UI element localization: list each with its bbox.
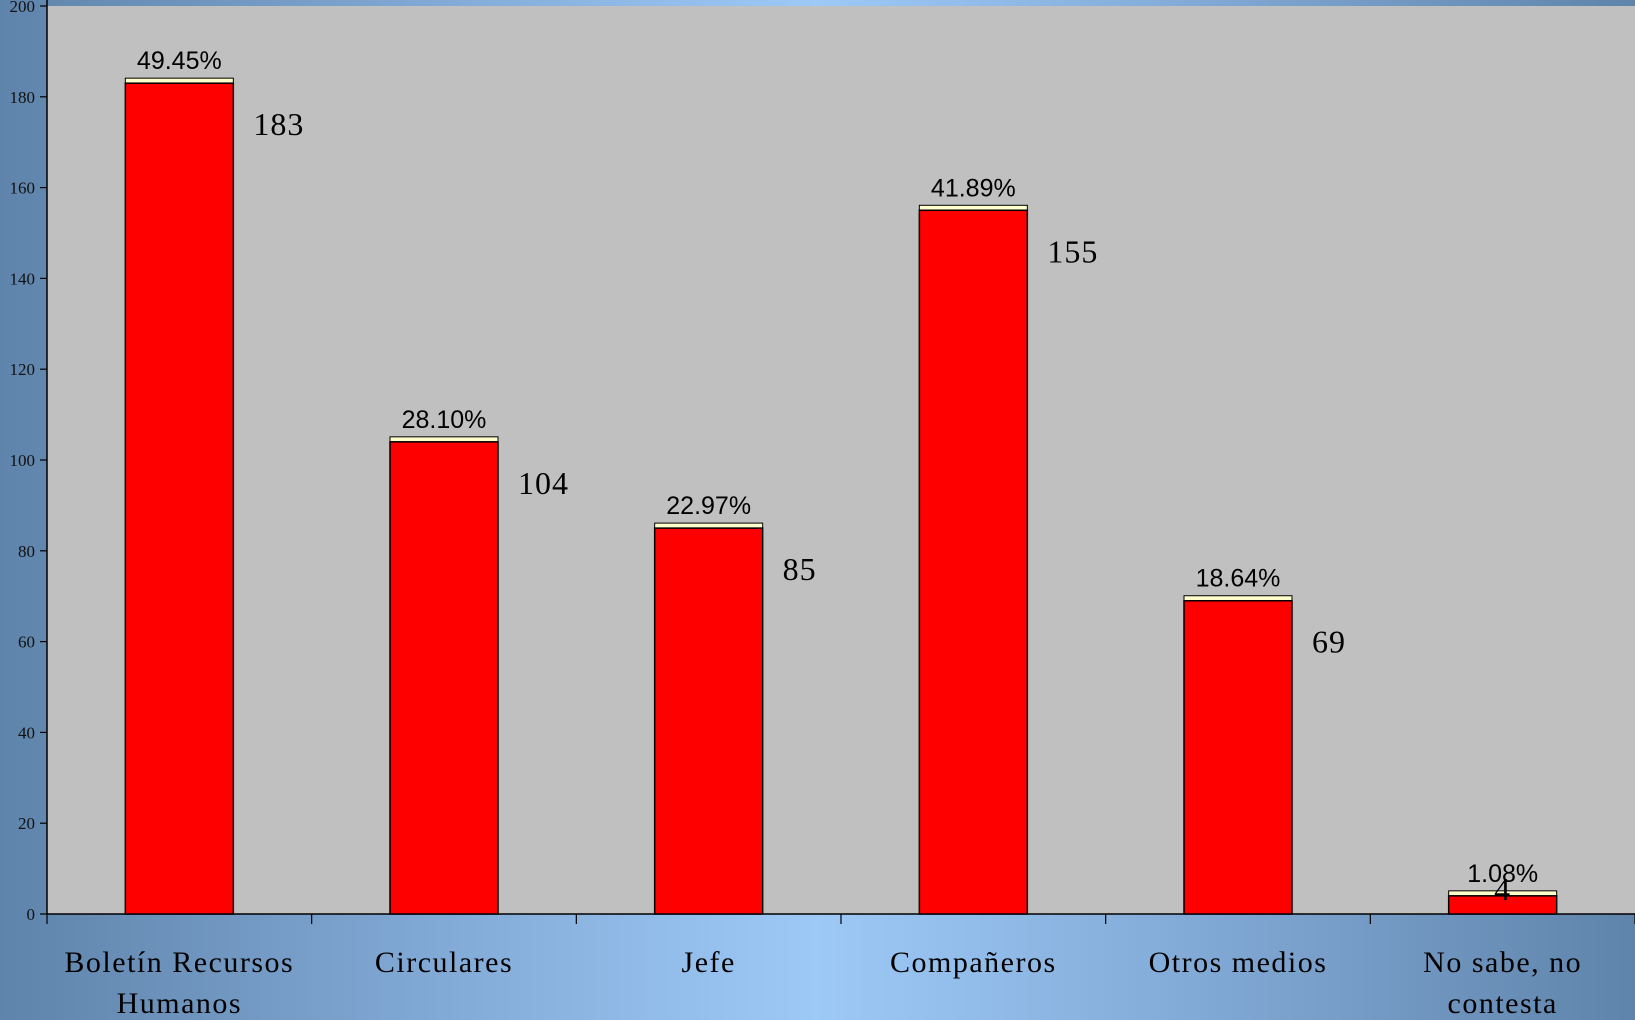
category-label-line: Circulares bbox=[375, 946, 513, 979]
category-label-line: Boletín Recursos bbox=[64, 946, 294, 979]
percent-label: 18.64% bbox=[1196, 565, 1281, 593]
axes: 0 20 40 60 80 100 120 140 160 180 200 bbox=[10, 0, 1635, 924]
percent-label: 41.89% bbox=[931, 174, 1016, 202]
bars bbox=[124, 77, 1558, 915]
bar-cap bbox=[654, 522, 764, 529]
bar bbox=[389, 441, 499, 915]
y-tick-label: 0 bbox=[27, 905, 36, 924]
category-label-line: Humanos bbox=[117, 987, 243, 1020]
y-tick-label: 200 bbox=[10, 0, 36, 16]
value-label: 85 bbox=[783, 551, 817, 587]
bar bbox=[1183, 599, 1293, 915]
y-tick-label: 20 bbox=[18, 814, 35, 833]
bar bbox=[918, 209, 1029, 915]
percent-label: 28.10% bbox=[402, 406, 487, 434]
value-label: 69 bbox=[1312, 624, 1346, 660]
bar bbox=[653, 527, 764, 915]
bar bbox=[124, 82, 235, 915]
y-tick-label: 180 bbox=[10, 88, 36, 107]
category-label: Jefe bbox=[682, 946, 736, 979]
percent-label: 22.97% bbox=[666, 492, 751, 520]
category-label: Compañeros bbox=[890, 946, 1057, 979]
bar bbox=[1447, 895, 1558, 915]
y-tick-label: 160 bbox=[10, 179, 36, 198]
percent-label: 49.45% bbox=[137, 47, 222, 75]
category-label: No sabe, no contesta bbox=[1423, 946, 1582, 1020]
y-tick-label: 120 bbox=[10, 360, 36, 379]
category-label: Boletín Recursos Humanos bbox=[64, 946, 294, 1020]
category-label: Circulares bbox=[375, 946, 513, 979]
category-label-line: Compañeros bbox=[890, 946, 1057, 979]
y-tick-label: 40 bbox=[18, 723, 35, 742]
y-tick-label: 100 bbox=[10, 451, 36, 470]
value-label: 183 bbox=[253, 106, 304, 142]
y-tick-label: 60 bbox=[18, 633, 35, 652]
plot-area bbox=[47, 6, 1635, 914]
value-label: 104 bbox=[518, 465, 569, 501]
labels: 49.45% 183 Boletín Recursos Humanos 28.10% 10… bbox=[64, 47, 1582, 1020]
category-label-line: No sabe, no bbox=[1423, 946, 1582, 979]
category-label: Otros medios bbox=[1149, 946, 1328, 979]
value-label: 155 bbox=[1047, 233, 1098, 269]
bar-cap bbox=[918, 204, 1028, 211]
category-label-line: Jefe bbox=[682, 946, 736, 979]
category-label-line: Otros medios bbox=[1149, 946, 1328, 979]
percent-label: 1.08% bbox=[1467, 860, 1538, 888]
y-tick-label: 140 bbox=[10, 269, 36, 288]
y-tick-label: 80 bbox=[18, 542, 35, 561]
value-label: 4 bbox=[1494, 871, 1511, 907]
category-label-line: contesta bbox=[1448, 987, 1558, 1020]
